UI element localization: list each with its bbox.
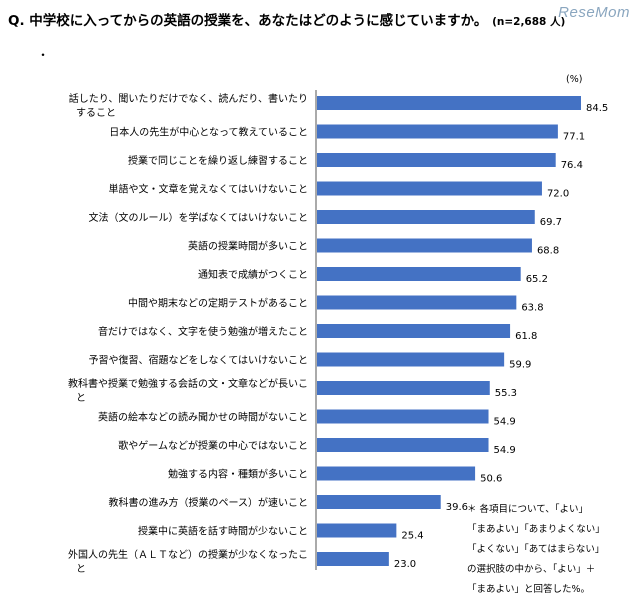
value-label: 50.6 — [480, 474, 502, 485]
value-label: 77.1 — [563, 132, 585, 143]
bar — [317, 495, 441, 509]
value-label: 23.0 — [394, 559, 416, 570]
value-label: 84.5 — [586, 103, 608, 114]
footnote-line: 「よくない」「あてはまらない」 — [467, 544, 605, 555]
unit-label: (%) — [566, 74, 583, 85]
value-label: 25.4 — [401, 531, 423, 542]
bar — [317, 352, 505, 367]
footnote-line: の選択肢の中から、「よい」＋ — [467, 564, 596, 575]
value-labels: 84.5 77.1 76.4 72.0 69.7 68.8 65.2 63.8 61.8 59.9… — [394, 103, 608, 570]
value-label: 59.9 — [509, 360, 531, 371]
value-label: 72.0 — [547, 189, 569, 200]
category-label: 単語や文・文章を覚えなくてはいけないこと — [109, 183, 309, 196]
value-label: 68.8 — [537, 246, 559, 257]
footnote-line: 「まあよい」「あまりよくない」 — [467, 524, 605, 535]
category-label: 授業で同じことを繰り返し練習すること — [128, 154, 308, 167]
bar — [317, 523, 397, 538]
bars — [317, 96, 581, 566]
category-labels: 話したり、聞いたりだけでなく、読んだり、書いたりすること日本人の先生が中心となっ… — [68, 92, 308, 575]
bullet-dot: ・ — [37, 48, 50, 62]
category-label: 教科書や授業で勉強する会話の文・文章などが長いこと — [68, 377, 308, 404]
chart-title: Q. 中学校に入ってからの英語の授業を、あなたはどのように感じていますか。 (n… — [8, 9, 565, 29]
category-label: 歌やゲームなどが授業の中心ではないこと — [118, 439, 308, 452]
category-label: 音だけではなく、文字を使う勉強が増えたこと — [98, 325, 308, 338]
value-label: 76.4 — [561, 160, 583, 171]
bar — [317, 324, 511, 338]
category-label: 外国人の先生（ＡＬＴなど）の授業が少なくなったこと — [68, 548, 308, 575]
value-label: 63.8 — [521, 303, 543, 314]
category-label: 予習や復習、宿題などをしなくてはいけないこと — [89, 354, 309, 367]
bar — [317, 96, 581, 110]
bar — [317, 466, 476, 481]
bar — [317, 381, 490, 395]
question-text: Q. 中学校に入ってからの英語の授業を、あなたはどのように感じていますか。 — [8, 13, 488, 29]
bar — [317, 124, 558, 139]
value-label: 55.3 — [495, 388, 517, 399]
category-label: 文法（文のルール）を学ばなくてはいけないこと — [89, 211, 309, 224]
bar — [317, 409, 489, 424]
category-label: 話したり、聞いたりだけでなく、読んだり、書いたりすること — [69, 92, 308, 119]
value-label: 39.6 — [446, 502, 468, 513]
footnote-line: 「まあよい」と回答した%。 — [467, 584, 591, 595]
bar — [317, 210, 535, 224]
category-label: 英語の絵本などの読み聞かせの時間がないこと — [98, 411, 308, 424]
category-label: 中間や期末などの定期テストがあること — [128, 297, 308, 310]
value-label: 54.9 — [494, 417, 516, 428]
bar — [317, 153, 556, 167]
value-label: 65.2 — [526, 274, 548, 285]
bar — [317, 238, 532, 253]
bar — [317, 295, 517, 310]
value-label: 54.9 — [494, 445, 516, 456]
bar — [317, 267, 521, 281]
category-label: 教科書の進み方（授業のペース）が速いこと — [109, 496, 309, 509]
category-label: 英語の授業時間が多いこと — [188, 240, 308, 253]
bar — [317, 181, 542, 196]
value-label: 69.7 — [540, 217, 562, 228]
category-label: 通知表で成績がつくこと — [198, 268, 308, 281]
category-label: 授業中に英語を話す時間が少ないこと — [138, 525, 308, 538]
footnote: ＊ 各項目について、「よい」 「まあよい」「あまりよくない」 「よくない」「あて… — [467, 500, 637, 600]
category-label: 勉強する内容・種類が多いこと — [168, 468, 308, 481]
category-label: 日本人の先生が中心となって教えていること — [109, 126, 308, 139]
value-label: 61.8 — [515, 331, 537, 342]
site-logo: ReseMom — [558, 4, 630, 21]
bar — [317, 438, 489, 452]
footnote-line: ＊ 各項目について、「よい」 — [467, 504, 589, 515]
bar — [317, 552, 389, 566]
sample-size: (n=2,688 人) — [492, 16, 566, 28]
